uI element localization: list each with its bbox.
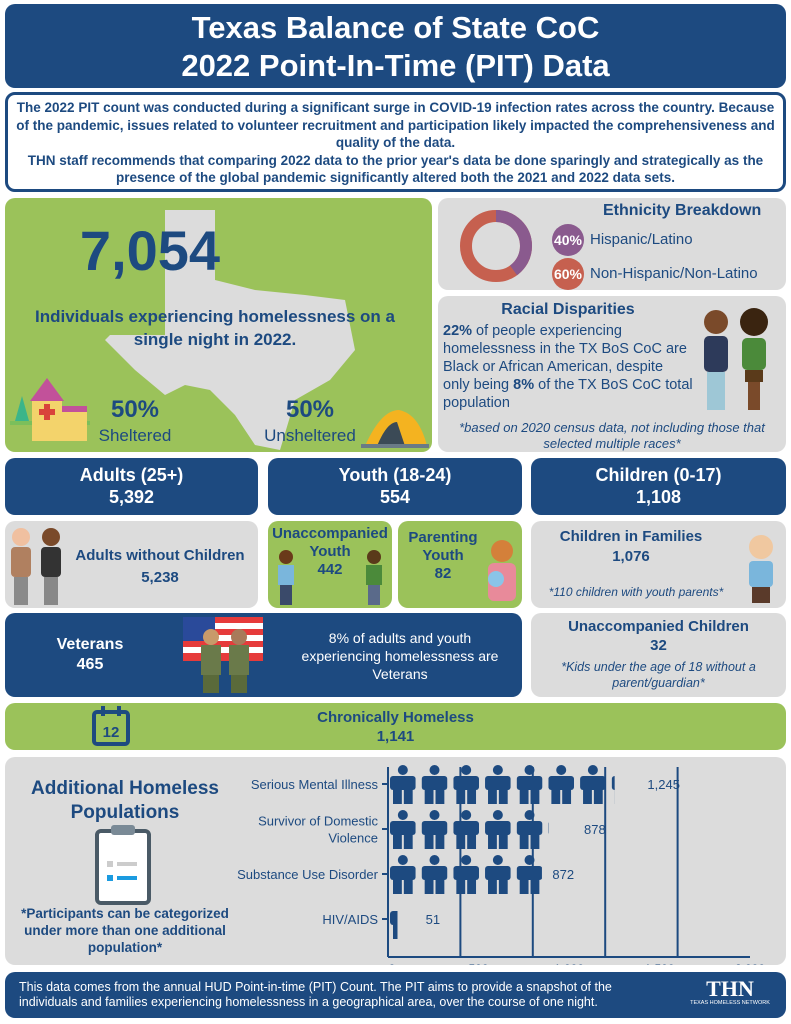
person-icon (421, 855, 448, 894)
bar-hiv-aids (390, 911, 398, 939)
shelter-house-icon (10, 378, 90, 441)
clipboard-icon (95, 825, 151, 905)
value-label: 878 (584, 822, 606, 837)
parent-with-baby-icon (488, 540, 516, 601)
total-panel: 7,054 Individuals experiencing homelessn… (5, 198, 432, 452)
person-icon (390, 855, 416, 894)
person-icon (516, 810, 543, 849)
bar-survivor-of-domestic-violence (390, 810, 549, 849)
sheltered-label: Sheltered (98, 426, 172, 445)
covid-notice: The 2022 PIT count was conducted during … (5, 92, 786, 192)
additional-title: Additional Homeless Populations (31, 778, 219, 823)
person-icon (390, 911, 398, 939)
person-icon (453, 810, 480, 849)
race-text: 22% of people experiencing homelessness … (443, 323, 693, 411)
x-tick-label: 1,000 (554, 962, 584, 965)
value-label: 51 (426, 912, 440, 927)
sheltered-pct: 50% (110, 396, 160, 423)
person-icon (580, 765, 606, 804)
person-icon (516, 855, 542, 894)
x-tick-label: 500 (468, 962, 488, 965)
youth-box: Youth (18-24) 554 (268, 458, 522, 515)
person-icon (485, 765, 511, 804)
person-icon (453, 855, 480, 894)
veterans-panel: Veterans 465 8% of adults and youth exper… (5, 613, 522, 697)
x-tick-label: 0 (389, 962, 396, 965)
person-icon (390, 810, 416, 849)
total-caption: Individuals experiencing homelessness on… (35, 307, 395, 349)
category-label: Survivor of Domestic (258, 814, 378, 829)
person-icon (516, 765, 543, 804)
adults-box: Adults (25+) 5,392 (5, 458, 258, 515)
person-icon (548, 765, 575, 804)
person-icon (453, 765, 480, 804)
calendar-icon: 12 (92, 706, 130, 746)
tent-icon (361, 410, 429, 448)
total-count: 7,054 (79, 219, 221, 282)
bar-substance-use-disorder (390, 855, 542, 894)
additional-populations-chart: 0 500 1,000 1,500 2,000 Serious Mental Illnes… (237, 765, 765, 965)
adults-icon (11, 528, 61, 605)
page-title: Texas Balance of State CoC 2022 Point-In… (5, 4, 786, 88)
race-title: Racial Disparities (501, 301, 635, 318)
adults-without-children: Adults without Children 5,238 (75, 547, 245, 586)
ethnicity-item-hispanic: 40% Hispanic/Latino (552, 224, 693, 256)
chronically-homeless-panel: 12 Chronically Homeless 1,141 (5, 703, 786, 750)
x-tick-label: 1,500 (644, 962, 674, 965)
youth-icon (278, 550, 382, 605)
value-label: 872 (552, 867, 574, 882)
children-in-families-panel: Children in Families 1,076 *110 children … (531, 521, 786, 608)
additional-populations-panel: Additional Homeless Populations *Partici… (5, 757, 786, 965)
person-icon (485, 810, 511, 849)
veterans-flag-icon (183, 617, 263, 693)
value-label: 1,245 (647, 777, 680, 792)
donut-slice-hispanic (460, 210, 532, 282)
parenting-youth-panel: Parenting Youth 82 (398, 521, 522, 608)
unsheltered-label: Unsheltered (264, 426, 356, 445)
thn-logo: THN TEXAS HOMELESS NETWORK (690, 976, 770, 1007)
x-tick-label: 2,000 (735, 962, 765, 965)
additional-note: *Participants can be categorized under m… (21, 906, 229, 955)
ethnicity-item-non-hispanic: 60% Non-Hispanic/Non-Latino (552, 258, 758, 290)
category-label: HIV/AIDS (322, 912, 378, 927)
people-icon (704, 308, 768, 410)
footer-text: This data comes from the annual HUD Poin… (19, 980, 612, 1009)
ethnicity-panel: Ethnicity Breakdown 40% Hispanic/Latino 6… (438, 198, 786, 290)
person-icon (421, 810, 448, 849)
footer: This data comes from the annual HUD Poin… (5, 972, 786, 1018)
person-icon (421, 765, 448, 804)
person-icon (390, 765, 416, 804)
bar-serious-mental-illness (390, 765, 615, 804)
category-label: Serious Mental Illness (251, 777, 379, 792)
children-box: Children (0-17) 1,108 (531, 458, 786, 515)
category-label: Substance Use Disorder (237, 867, 379, 882)
unsheltered-pct: 50% (285, 396, 335, 423)
racial-disparities-panel: Racial Disparities 22% of people experie… (438, 296, 786, 452)
unaccompanied-youth-panel: Unaccompanied Youth 442 (268, 521, 392, 608)
ethnicity-title: Ethnicity Breakdown (603, 202, 762, 219)
unaccompanied-children-panel: Unaccompanied Children 32 *Kids under the… (531, 613, 786, 697)
category-label: Violence (328, 831, 378, 846)
svg-text:12: 12 (103, 724, 120, 741)
person-icon (485, 855, 511, 894)
texas-map-icon (105, 210, 355, 450)
adults-without-children-panel: Adults without Children 5,238 (5, 521, 258, 608)
person-icon (548, 822, 549, 834)
race-note: *based on 2020 census data, not includin… (459, 420, 765, 451)
child-icon (749, 535, 773, 603)
person-icon (611, 776, 615, 790)
ethnicity-donut-chart (460, 210, 532, 282)
